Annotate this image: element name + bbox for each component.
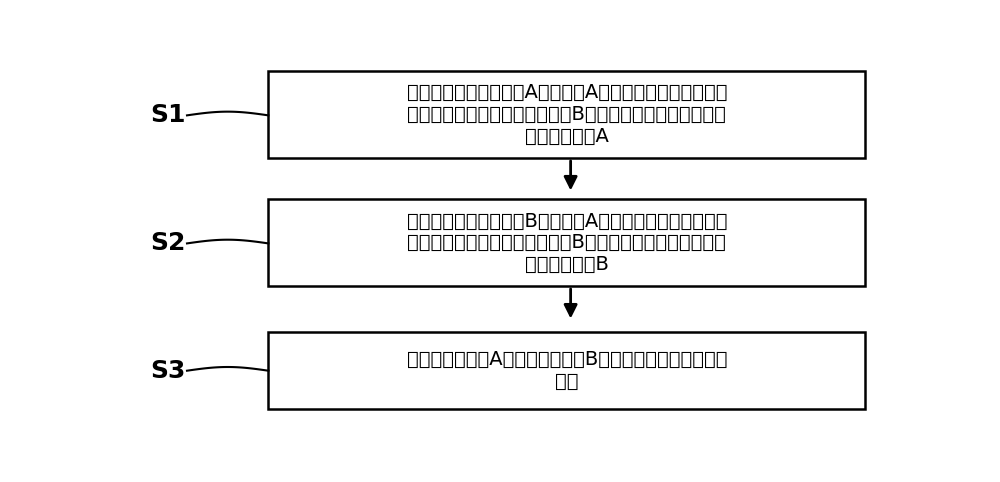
Text: 将高镍三元复合前驱体A和添加剂A、较低配比的锂盐混合均: 将高镍三元复合前驱体A和添加剂A、较低配比的锂盐混合均 [406, 83, 727, 102]
Text: 将高镍三元复合前驱体B和添加剂A、较低配比的锂盐混合均: 将高镍三元复合前驱体B和添加剂A、较低配比的锂盐混合均 [406, 212, 727, 230]
Text: 高镍正极材料B: 高镍正极材料B [525, 254, 609, 273]
Bar [268, 199, 865, 286]
Text: S1: S1 [150, 103, 185, 127]
Text: 匀后进行过烧，随后加入添加剂B混合均匀后进行烧结，得到: 匀后进行过烧，随后加入添加剂B混合均匀后进行烧结，得到 [407, 105, 726, 124]
Text: S2: S2 [150, 231, 185, 255]
Text: S3: S3 [150, 359, 185, 383]
Text: 将高镍正极材料A和高镍正极材料B混合均匀，得到高镍正极: 将高镍正极材料A和高镍正极材料B混合均匀，得到高镍正极 [406, 350, 727, 369]
Bar [268, 333, 865, 409]
Text: 材料: 材料 [555, 372, 578, 391]
Text: 匀后进行过烧，随后加入添加剂B混合均匀后进行烧结，得到: 匀后进行过烧，随后加入添加剂B混合均匀后进行烧结，得到 [407, 233, 726, 252]
Bar [268, 71, 865, 158]
Text: 高镍正极材料A: 高镍正极材料A [525, 126, 609, 146]
